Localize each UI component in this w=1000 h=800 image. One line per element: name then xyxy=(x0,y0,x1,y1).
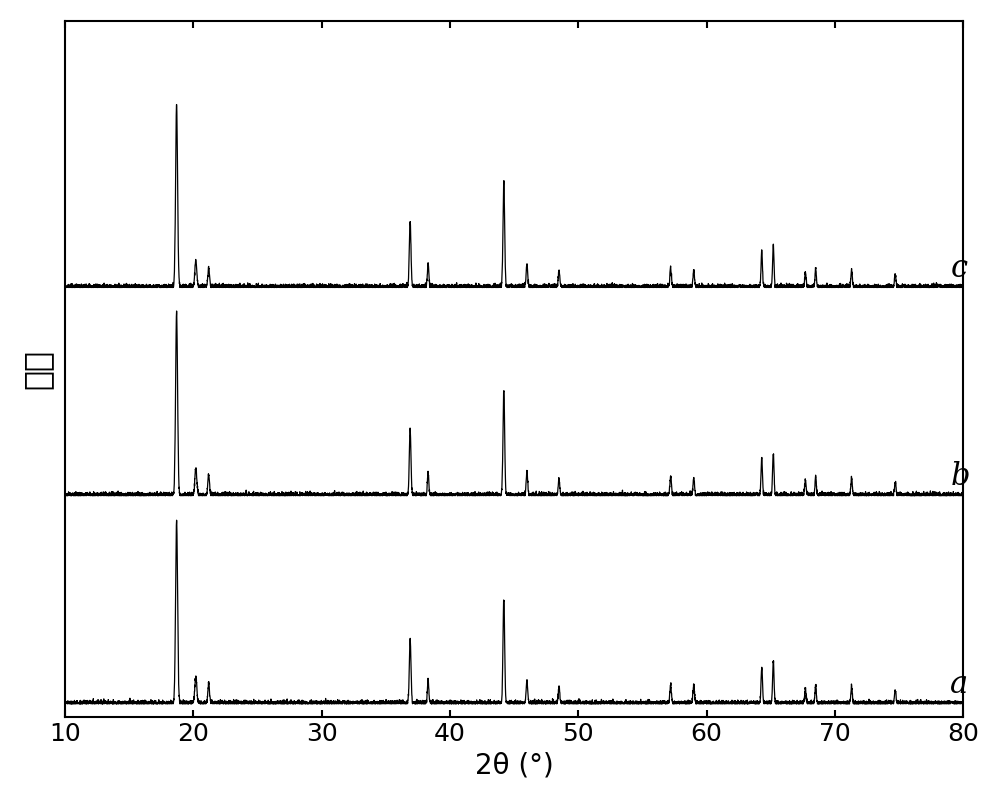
Text: b: b xyxy=(950,461,970,492)
Y-axis label: 强度: 强度 xyxy=(21,349,54,389)
X-axis label: 2θ (°): 2θ (°) xyxy=(475,751,553,779)
Text: c: c xyxy=(950,253,968,283)
Text: a: a xyxy=(950,669,969,700)
